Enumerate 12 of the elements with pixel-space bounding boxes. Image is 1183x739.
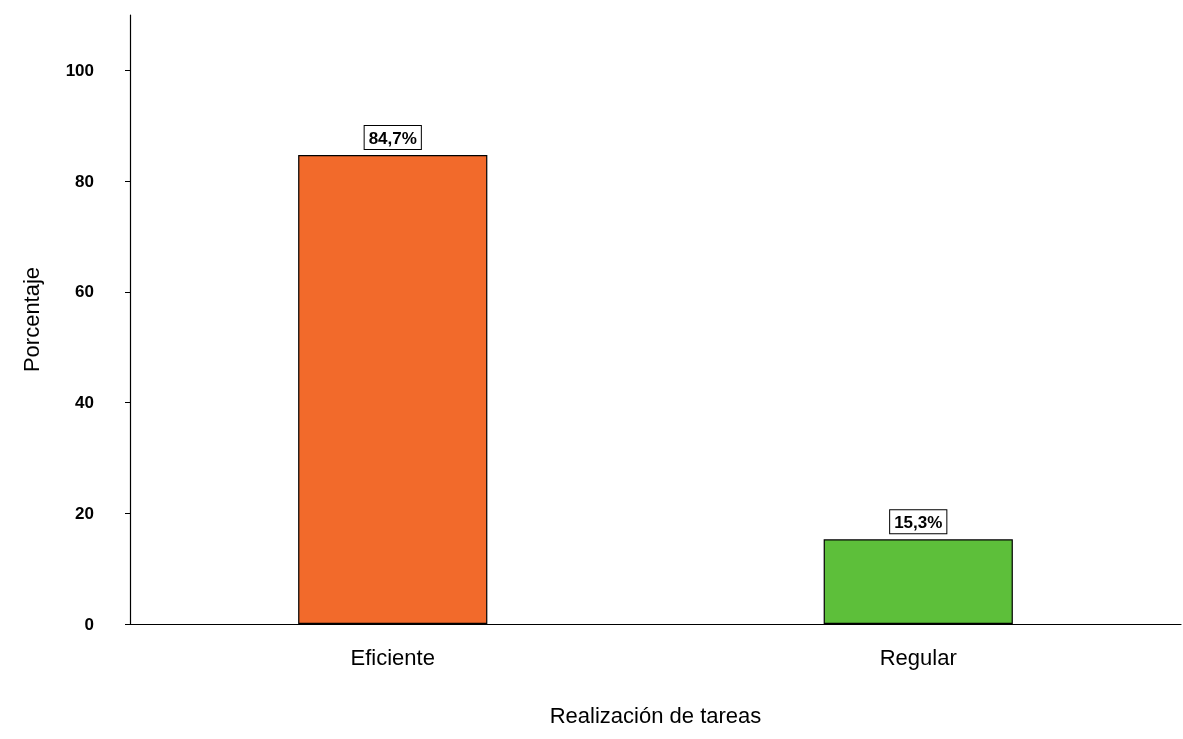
y-tick-label: 60	[75, 282, 94, 302]
y-tick-label: 40	[75, 393, 94, 413]
y-tick-label: 0	[84, 614, 94, 634]
data-label: 15,3%	[894, 513, 943, 533]
y-tick-label: 100	[65, 60, 94, 80]
y-tick-label: 20	[75, 503, 94, 523]
y-tick-label: 80	[75, 171, 94, 191]
x-tick-label: Regular	[879, 644, 957, 670]
data-label: 84,7%	[368, 129, 417, 149]
x-tick-label: Eficiente	[350, 644, 435, 670]
y-axis-title: Porcentaje	[18, 266, 44, 373]
x-axis-title: Realización de tareas	[549, 702, 762, 728]
